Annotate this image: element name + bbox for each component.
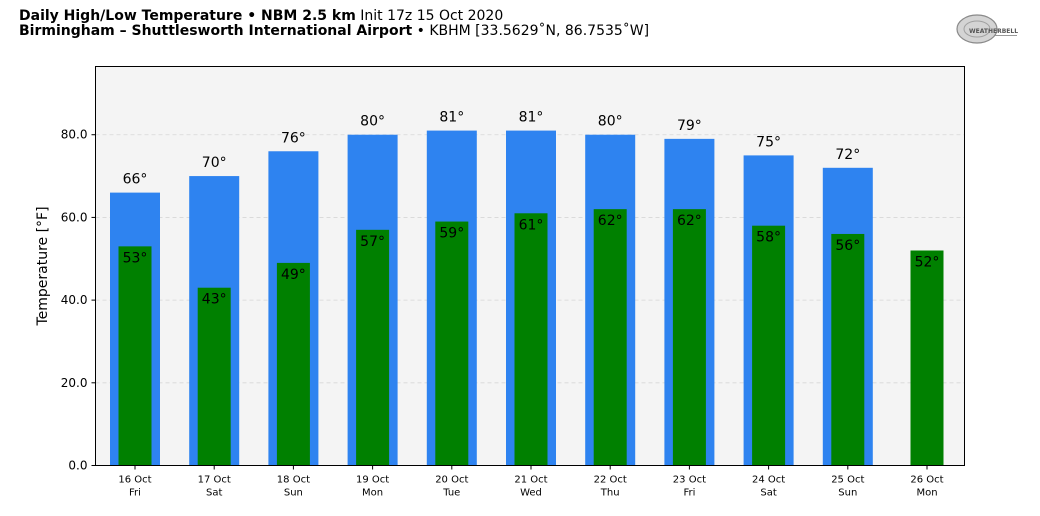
x-tick-date-label: 17 Oct xyxy=(198,475,231,486)
chart-init-time: Init 17z 15 Oct 2020 xyxy=(360,8,504,24)
x-tick-day-label: Sun xyxy=(284,488,303,499)
y-tick-label: 80.0 xyxy=(61,128,88,142)
low-bar xyxy=(910,250,944,466)
y-tick-label: 20.0 xyxy=(61,376,88,390)
x-tick-date-label: 18 Oct xyxy=(277,475,310,486)
x-tick-date-label: 24 Oct xyxy=(752,475,785,486)
low-bar xyxy=(831,233,865,466)
low-value-label: 53° xyxy=(123,250,148,266)
logo-text: WEATHERBELL xyxy=(969,28,1018,35)
x-tick-date-label: 21 Oct xyxy=(514,475,547,486)
location-name: Birmingham – Shuttlesworth International… xyxy=(19,23,413,39)
x-tick-date-label: 25 Oct xyxy=(831,475,864,486)
x-tick-day-label: Fri xyxy=(683,488,695,499)
high-value-label: 66° xyxy=(123,172,148,188)
low-bar xyxy=(514,213,548,466)
low-value-label: 57° xyxy=(360,234,385,250)
low-value-label: 56° xyxy=(835,238,860,254)
high-value-label: 70° xyxy=(202,155,227,171)
low-bar xyxy=(276,262,310,466)
low-value-label: 49° xyxy=(281,267,306,283)
y-tick-label: 0.0 xyxy=(68,459,87,473)
high-value-label: 75° xyxy=(756,134,781,150)
low-value-label: 62° xyxy=(677,213,702,229)
x-tick-day-label: Mon xyxy=(916,488,937,499)
low-bar xyxy=(593,209,627,466)
high-value-label: 80° xyxy=(598,114,623,130)
x-tick-date-label: 26 Oct xyxy=(910,475,943,486)
low-temperature-labels: 53° 43° 49° 57° 59° 61° 62° 62° 58° 56° 52° xyxy=(123,213,940,308)
high-value-label: 79° xyxy=(677,118,702,134)
x-tick-day-label: Wed xyxy=(520,488,542,499)
high-value-label: 76° xyxy=(281,130,306,146)
low-value-label: 59° xyxy=(439,226,464,242)
plot-frame xyxy=(95,66,965,466)
low-value-label: 62° xyxy=(598,213,623,229)
low-bar xyxy=(672,209,706,466)
low-bar xyxy=(435,221,469,466)
low-bar xyxy=(197,287,231,466)
low-value-label: 61° xyxy=(519,217,544,233)
x-tick-day-label: Sun xyxy=(838,488,857,499)
chart-title: Daily High/Low Temperature • NBM 2.5 km … xyxy=(19,9,649,24)
high-value-label: 80° xyxy=(360,114,385,130)
chart-title-block: Daily High/Low Temperature • NBM 2.5 km … xyxy=(19,9,649,39)
x-tick-day-label: Mon xyxy=(362,488,383,499)
low-value-label: 52° xyxy=(915,254,940,270)
low-value-label: 58° xyxy=(756,230,781,246)
chart-location: Birmingham – Shuttlesworth International… xyxy=(19,24,649,39)
y-axis-label: Temperature [°F] xyxy=(35,206,51,326)
x-tick-day-label: Sat xyxy=(760,488,776,499)
x-tick-date-label: 19 Oct xyxy=(356,475,389,486)
low-value-label: 43° xyxy=(202,292,227,308)
x-tick-day-label: Thu xyxy=(600,488,620,499)
low-bar xyxy=(752,225,786,466)
low-bar xyxy=(356,229,390,466)
y-tick-label: 60.0 xyxy=(61,210,88,224)
high-temperature-labels: 66° 70° 76° 80° 81° 81° 80° 79° 75° 72° xyxy=(123,110,861,188)
location-details: • KBHM [33.5629˚N, 86.7535˚W] xyxy=(416,23,650,39)
x-tick-date-label: 23 Oct xyxy=(673,475,706,486)
chart-title-main: Daily High/Low Temperature • NBM 2.5 km xyxy=(19,8,356,24)
high-value-label: 81° xyxy=(439,110,464,126)
low-bar xyxy=(118,246,152,466)
x-axis: 16 Oct Fri 17 Oct Sat 18 Oct Sun 19 Oct Mon 20 O… xyxy=(118,465,944,499)
high-temperature-series xyxy=(110,130,873,466)
x-tick-date-label: 22 Oct xyxy=(594,475,627,486)
x-tick-date-label: 20 Oct xyxy=(435,475,468,486)
x-tick-day-label: Tue xyxy=(442,488,460,499)
high-value-label: 81° xyxy=(519,110,544,126)
y-tick-label: 40.0 xyxy=(61,293,88,307)
x-tick-day-label: Sat xyxy=(206,488,222,499)
y-axis: 0.0 20.0 40.0 60.0 80.0 xyxy=(61,128,96,473)
x-tick-day-label: Fri xyxy=(129,488,141,499)
high-value-label: 72° xyxy=(835,147,860,163)
weatherbell-logo: WEATHERBELL xyxy=(955,12,1020,46)
low-temperature-series xyxy=(118,209,944,466)
x-tick-date-label: 16 Oct xyxy=(118,475,151,486)
